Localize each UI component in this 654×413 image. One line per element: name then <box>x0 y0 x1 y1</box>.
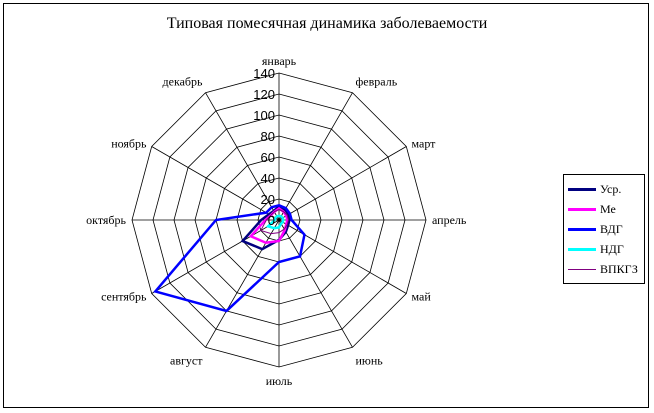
grid-spoke <box>205 219 280 348</box>
category-label: июль <box>266 374 293 388</box>
category-label: ноябрь <box>111 137 147 151</box>
grid-spoke <box>151 146 280 221</box>
category-label: апрель <box>432 213 467 227</box>
tick-label: 40 <box>261 171 275 186</box>
legend: Уср. Ме ВДГ НДГ ВПКГЗ <box>563 174 645 284</box>
legend-label: ВПКГЗ <box>600 261 638 276</box>
legend-item: ВДГ <box>568 221 623 237</box>
grid-spoke <box>278 219 353 348</box>
legend-swatch <box>568 268 596 270</box>
grid-spoke <box>205 92 280 221</box>
legend-item: ВПКГЗ <box>568 261 638 277</box>
grid-spoke <box>278 92 353 221</box>
legend-label: ВДГ <box>600 221 623 236</box>
series-line-2 <box>153 203 306 313</box>
category-label: август <box>170 354 203 368</box>
chart-title: Типовая помесячная динамика заболеваемос… <box>166 15 488 32</box>
legend-swatch <box>568 227 596 231</box>
category-label: июнь <box>356 354 384 368</box>
legend-swatch <box>568 187 596 191</box>
category-label: март <box>412 137 437 151</box>
legend-item: Ме <box>568 201 616 217</box>
category-label: январь <box>262 54 297 68</box>
legend-label: Уср. <box>600 181 622 196</box>
legend-swatch <box>568 247 596 251</box>
category-label: февраль <box>356 74 398 88</box>
tick-label: 100 <box>253 108 275 123</box>
series-line-4 <box>260 208 289 235</box>
legend-label: НДГ <box>600 241 624 256</box>
grid-spoke <box>278 146 407 221</box>
radar-grid <box>131 72 427 368</box>
grid-spoke <box>151 219 280 294</box>
tick-label: 80 <box>261 129 275 144</box>
category-label: октябрь <box>86 213 126 227</box>
tick-label: 60 <box>261 150 275 165</box>
category-label: декабрь <box>163 74 204 88</box>
tick-label: 20 <box>261 192 275 207</box>
legend-swatch <box>568 207 596 211</box>
legend-item: Уср. <box>568 181 621 197</box>
category-label: май <box>412 290 432 304</box>
category-label: сентябрь <box>101 290 147 304</box>
tick-label: 120 <box>253 87 275 102</box>
tick-label: 140 <box>253 66 275 81</box>
chart-frame <box>3 3 649 408</box>
series-line-3 <box>265 214 285 230</box>
legend-item: НДГ <box>568 241 624 257</box>
grid-spoke <box>278 219 407 294</box>
legend-label: Ме <box>600 201 616 216</box>
tick-label: 0 <box>268 213 275 228</box>
radar-series <box>153 203 306 313</box>
